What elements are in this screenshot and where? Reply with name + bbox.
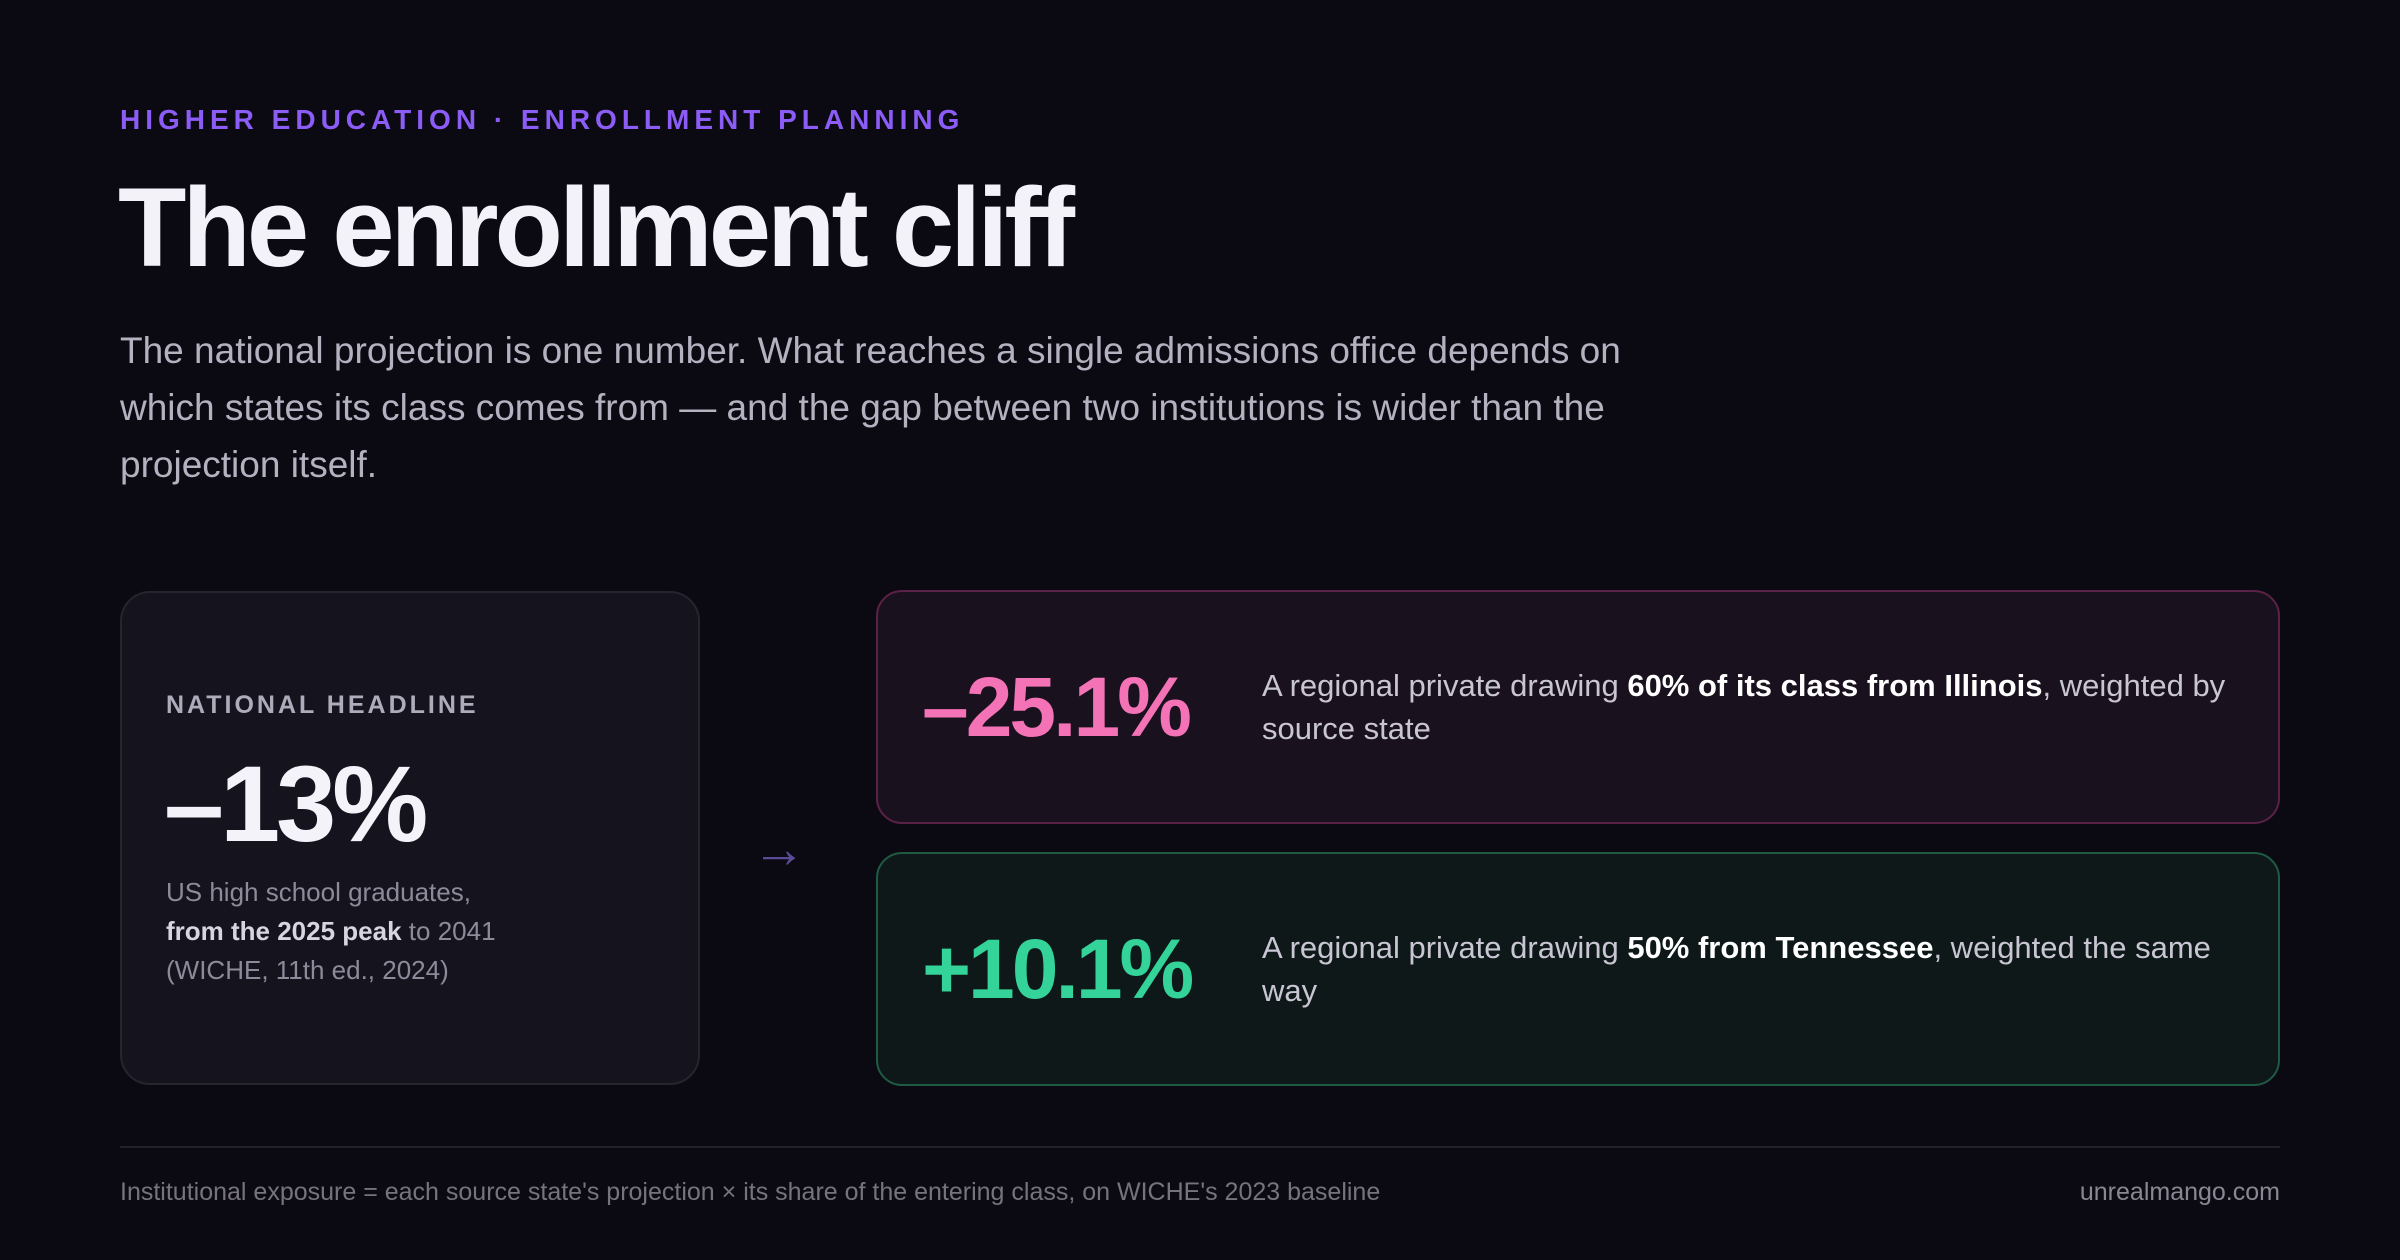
national-headline-label: NATIONAL HEADLINE [166,691,479,719]
national-desc-line1: US high school graduates, [166,877,471,907]
scenario-description: A regional private drawing 60% of its cl… [1262,592,2252,822]
footer-note: Institutional exposure = each source sta… [120,1178,1381,1206]
national-headline-card: NATIONAL HEADLINE –13% US high school gr… [120,591,700,1085]
national-headline-description: US high school graduates, from the 2025 … [166,873,666,990]
national-desc-bold: from the 2025 peak [166,916,402,946]
page-subtitle: The national projection is one number. W… [120,330,1621,485]
scenario-card-tennessee: +10.1% A regional private drawing 50% fr… [876,852,2280,1086]
footer-divider [120,1146,2280,1148]
scenario-value: –25.1% [922,659,1192,754]
scenario-desc-pre: A regional private drawing [1262,930,1628,965]
footer-site-link[interactable]: unrealmango.com [2079,1178,2280,1206]
national-desc-post: to 2041 [401,916,496,946]
scenario-description: A regional private drawing 50% from Tenn… [1262,854,2252,1084]
scenario-desc-post: , weighted by source state [1262,668,2226,746]
page-title: The enrollment cliff [118,165,1075,290]
scenario-desc-bold: 60% of its class from Illinois [1627,668,2043,703]
national-headline-value: –13% [164,743,428,864]
scenario-value: +10.1% [922,921,1194,1016]
scenario-desc-pre: A regional private drawing [1262,668,1628,703]
scenario-card-illinois: –25.1% A regional private drawing 60% of… [876,590,2280,824]
scenario-desc-bold: 50% from Tennessee [1627,930,1934,965]
right-arrow-icon: → [752,819,806,879]
eyebrow-label: HIGHER EDUCATION · ENROLLMENT PLANNING [120,104,965,135]
national-desc-source: (WICHE, 11th ed., 2024) [166,955,449,985]
scenario-desc-post: , weighted the same way [1262,930,2211,1008]
